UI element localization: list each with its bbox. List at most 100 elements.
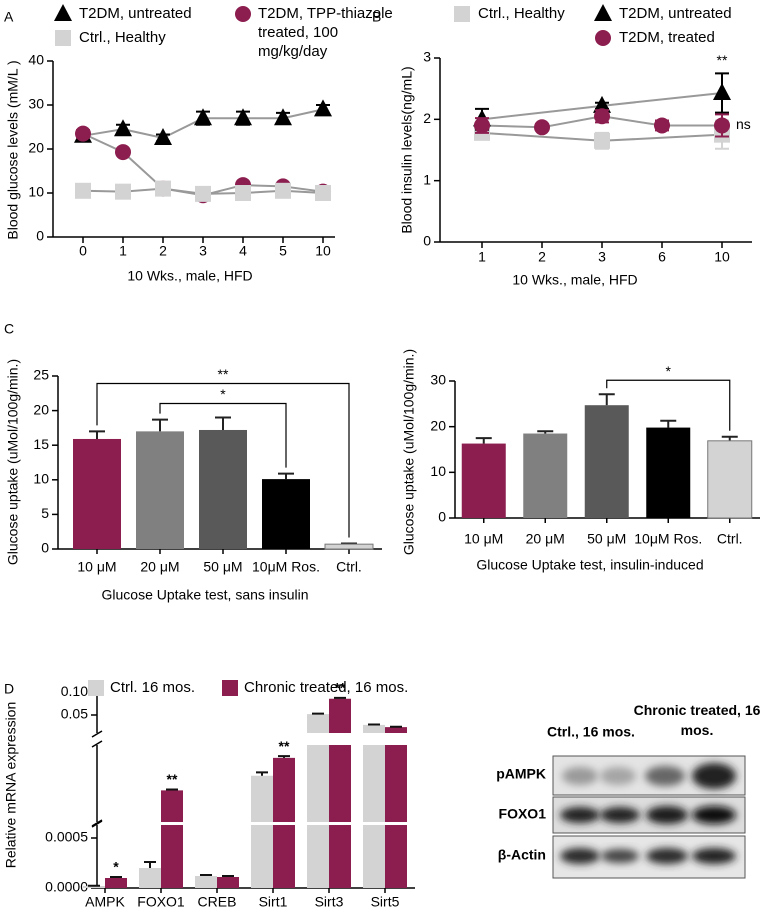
- y-tick-label: 5: [41, 505, 49, 521]
- error-bar: [200, 874, 212, 876]
- x-tick-label: 50 μM: [587, 531, 626, 547]
- legend-label: T2DM, untreated: [79, 5, 192, 22]
- x-tick-label: 10 μM: [464, 531, 503, 547]
- x-tick-label: 50 μM: [203, 559, 242, 575]
- x-tick-label: Sirt3: [315, 894, 344, 910]
- x-tick-label: AMPK: [85, 894, 125, 910]
- significance-bracket: [606, 379, 731, 431]
- error-bar: [334, 696, 346, 699]
- error-bar: [278, 472, 294, 480]
- y-tick-label: 0.10: [61, 683, 88, 699]
- western-blot: [552, 755, 746, 879]
- error-bar: [537, 430, 554, 434]
- marker: [75, 182, 91, 199]
- y-tick-label: 25: [33, 367, 49, 383]
- x-tick-label: 1: [478, 249, 486, 265]
- axis-break: [91, 820, 103, 828]
- marker: [594, 132, 610, 149]
- annotation: *: [113, 859, 119, 875]
- significance-bracket: [96, 382, 350, 538]
- marker: [274, 108, 292, 126]
- marker: [194, 108, 212, 126]
- panel-label: D: [4, 681, 14, 697]
- error-bar: [144, 861, 156, 868]
- marker: [195, 185, 211, 202]
- bar: [251, 775, 273, 888]
- y-tick-label: 20: [28, 140, 44, 156]
- bar: [363, 724, 385, 888]
- axis-break: [91, 730, 103, 738]
- bar: [139, 868, 161, 888]
- x-tick-label: 2: [159, 243, 167, 259]
- marker: [235, 185, 251, 201]
- error-bar: [256, 771, 268, 776]
- bar: [584, 405, 629, 518]
- x-tick-label: 6: [658, 249, 666, 265]
- x-tick-label: 5: [279, 243, 287, 259]
- bar: [707, 440, 753, 519]
- legend-label: Chronic treated, 16 mos.: [244, 679, 408, 696]
- marker: [454, 6, 470, 22]
- marker: [534, 119, 550, 136]
- marker: [275, 182, 291, 199]
- bar: [324, 543, 374, 550]
- blot-column-label: Ctrl., 16 mos.: [547, 724, 635, 740]
- marker: [54, 4, 72, 21]
- y-tick-label: 30: [430, 372, 446, 388]
- blot-column-label: Chronic treated, 16 mos.: [633, 702, 761, 738]
- marker: [474, 117, 490, 134]
- bar: [262, 479, 310, 549]
- y-axis-label: Blood insulin levels(ng/mL): [399, 66, 415, 233]
- band: [562, 767, 598, 785]
- error-bar: [278, 755, 290, 758]
- band: [560, 807, 600, 823]
- bar: [273, 757, 295, 888]
- marker: [593, 95, 611, 113]
- marker: [115, 183, 131, 200]
- marker: [234, 108, 252, 126]
- bar: [385, 727, 407, 888]
- marker: [714, 117, 730, 134]
- x-tick-label: Sirt1: [259, 894, 288, 910]
- legend-label: Ctrl. 16 mos.: [110, 679, 195, 696]
- x-tick-label: 3: [199, 243, 207, 259]
- band: [601, 849, 639, 863]
- marker: [235, 6, 251, 22]
- marker: [114, 119, 132, 137]
- significance-label: *: [666, 363, 672, 379]
- y-tick-label: 0: [36, 228, 44, 244]
- x-tick-label: Ctrl.: [717, 531, 743, 547]
- x-tick-label: Ctrl.: [336, 559, 362, 575]
- y-tick-label: 20: [430, 417, 446, 433]
- band: [600, 767, 636, 785]
- legend-label: T2DM, TPP-thiazole treated, 100 mg/kg/da…: [258, 5, 393, 60]
- bar: [199, 429, 247, 549]
- band: [692, 806, 736, 824]
- y-axis-label: Glucose uptake (uMol/100g/min.): [5, 359, 21, 565]
- bar: [195, 876, 217, 888]
- y-tick-label: 0: [41, 540, 49, 556]
- error-bar: [89, 430, 105, 439]
- x-tick-label: 10μM Ros.: [634, 531, 702, 547]
- y-tick-label: 1: [423, 171, 431, 187]
- x-tick-label: 0: [79, 243, 87, 259]
- y-axis-label: Blood glucose levels (mM/L ): [5, 60, 21, 239]
- significance-bracket: [159, 402, 287, 468]
- y-tick-label: 0.0000: [45, 879, 88, 895]
- legend-label: T2DM, treated: [619, 29, 715, 46]
- panel-label: C: [4, 321, 14, 337]
- bar: [73, 438, 121, 549]
- x-axis-label: Glucose Uptake test, sans insulin: [102, 587, 309, 603]
- legend-label: Ctrl., Healthy: [478, 5, 565, 22]
- x-tick-label: 10μM Ros.: [252, 559, 320, 575]
- marker: [314, 99, 332, 117]
- x-tick-label: 10: [315, 243, 331, 259]
- axis-break: [91, 819, 103, 827]
- y-tick-label: 0.05: [61, 706, 88, 722]
- legend-swatch: [88, 680, 104, 696]
- x-tick-label: FOXO1: [137, 894, 185, 910]
- blot-row-label: β-Actin: [498, 847, 546, 863]
- y-tick-label: 10: [430, 463, 446, 479]
